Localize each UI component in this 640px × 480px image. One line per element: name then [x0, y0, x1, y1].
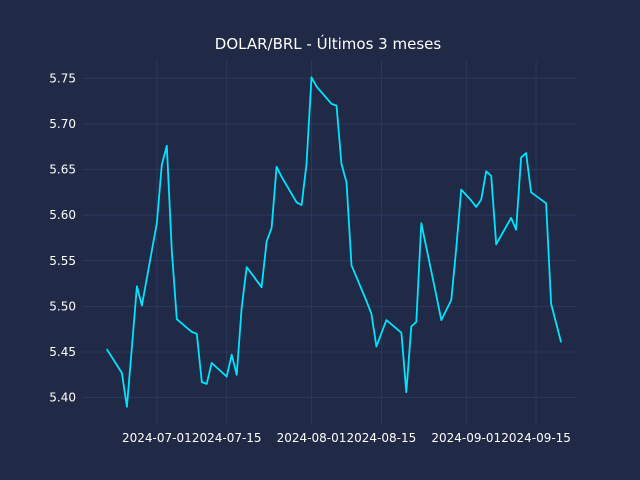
data-point	[166, 145, 168, 147]
x-tick-label: 2024-08-01	[277, 431, 347, 445]
y-tick-label: 5.65	[49, 163, 76, 177]
data-point	[226, 376, 228, 378]
data-point	[545, 202, 547, 204]
data-point	[350, 264, 353, 266]
data-point	[335, 105, 338, 107]
x-tick-label: 2024-08-15	[347, 431, 417, 445]
data-point	[400, 332, 402, 334]
data-point	[490, 175, 492, 177]
x-tick-label: 2024-07-15	[192, 431, 262, 445]
data-point	[315, 85, 318, 88]
chart-title: DOLAR/BRL - Últimos 3 meses	[215, 34, 442, 53]
data-point	[236, 374, 238, 376]
data-point	[156, 222, 158, 224]
data-point	[191, 331, 193, 333]
data-point	[560, 341, 562, 343]
data-point	[106, 348, 108, 350]
data-point	[375, 345, 377, 348]
data-point	[241, 306, 243, 308]
data-point	[510, 217, 512, 219]
data-point	[345, 181, 348, 183]
data-point	[305, 163, 308, 165]
y-tick-label: 5.55	[49, 254, 76, 268]
data-point	[530, 191, 532, 193]
data-point	[440, 319, 442, 321]
y-tick-label: 5.45	[49, 345, 76, 359]
data-point	[370, 313, 372, 315]
grid-lines	[82, 60, 576, 425]
data-point	[365, 300, 367, 302]
data-point	[310, 76, 313, 78]
series-layer	[106, 76, 562, 408]
y-axis-ticks: 5.40 5.45 5.50 5.55 5.60 5.65 5.70 5.75	[49, 71, 76, 404]
data-point	[136, 285, 138, 287]
data-point	[550, 303, 552, 305]
data-point	[301, 204, 303, 206]
data-point	[405, 391, 407, 393]
data-point	[475, 206, 477, 208]
data-point	[176, 318, 178, 320]
data-point	[161, 164, 163, 166]
y-tick-label: 5.50	[49, 299, 76, 313]
data-point	[435, 294, 437, 296]
data-point	[126, 406, 128, 408]
x-tick-label: 2024-09-01	[431, 431, 501, 445]
data-point	[330, 103, 333, 105]
data-point	[296, 201, 298, 203]
data-point	[455, 248, 457, 250]
data-point	[266, 241, 268, 243]
y-tick-label: 5.40	[49, 391, 76, 405]
data-point	[271, 227, 273, 229]
y-tick-label: 5.60	[49, 208, 76, 222]
data-point	[495, 243, 497, 245]
data-point	[261, 286, 263, 288]
data-point	[470, 199, 472, 202]
data-point	[211, 362, 213, 364]
data-point	[480, 199, 482, 201]
data-point	[141, 304, 143, 307]
data-point	[515, 229, 517, 231]
x-axis-ticks: 2024-07-01 2024-07-15 2024-08-01 2024-08-15…	[122, 431, 571, 445]
data-point	[420, 222, 422, 224]
data-point	[201, 381, 203, 383]
data-point	[231, 354, 233, 356]
data-point	[520, 157, 522, 159]
data-point	[196, 333, 198, 335]
data-point	[525, 152, 527, 154]
series-line-0	[106, 76, 562, 408]
data-point	[281, 176, 283, 178]
y-tick-label: 5.70	[49, 117, 76, 131]
data-point	[131, 346, 133, 348]
data-point	[246, 266, 248, 268]
data-point	[485, 170, 487, 172]
x-tick-label: 2024-07-01	[122, 431, 192, 445]
data-point	[450, 299, 452, 301]
x-tick-label: 2024-09-15	[501, 431, 571, 445]
data-point	[410, 325, 412, 328]
data-point	[385, 319, 387, 321]
y-tick-label: 5.75	[49, 71, 76, 85]
data-point	[121, 372, 123, 374]
data-point	[171, 250, 173, 252]
data-point	[206, 383, 208, 385]
data-point	[460, 189, 462, 191]
data-point	[340, 163, 343, 165]
data-point	[415, 321, 417, 323]
data-point	[276, 166, 278, 168]
